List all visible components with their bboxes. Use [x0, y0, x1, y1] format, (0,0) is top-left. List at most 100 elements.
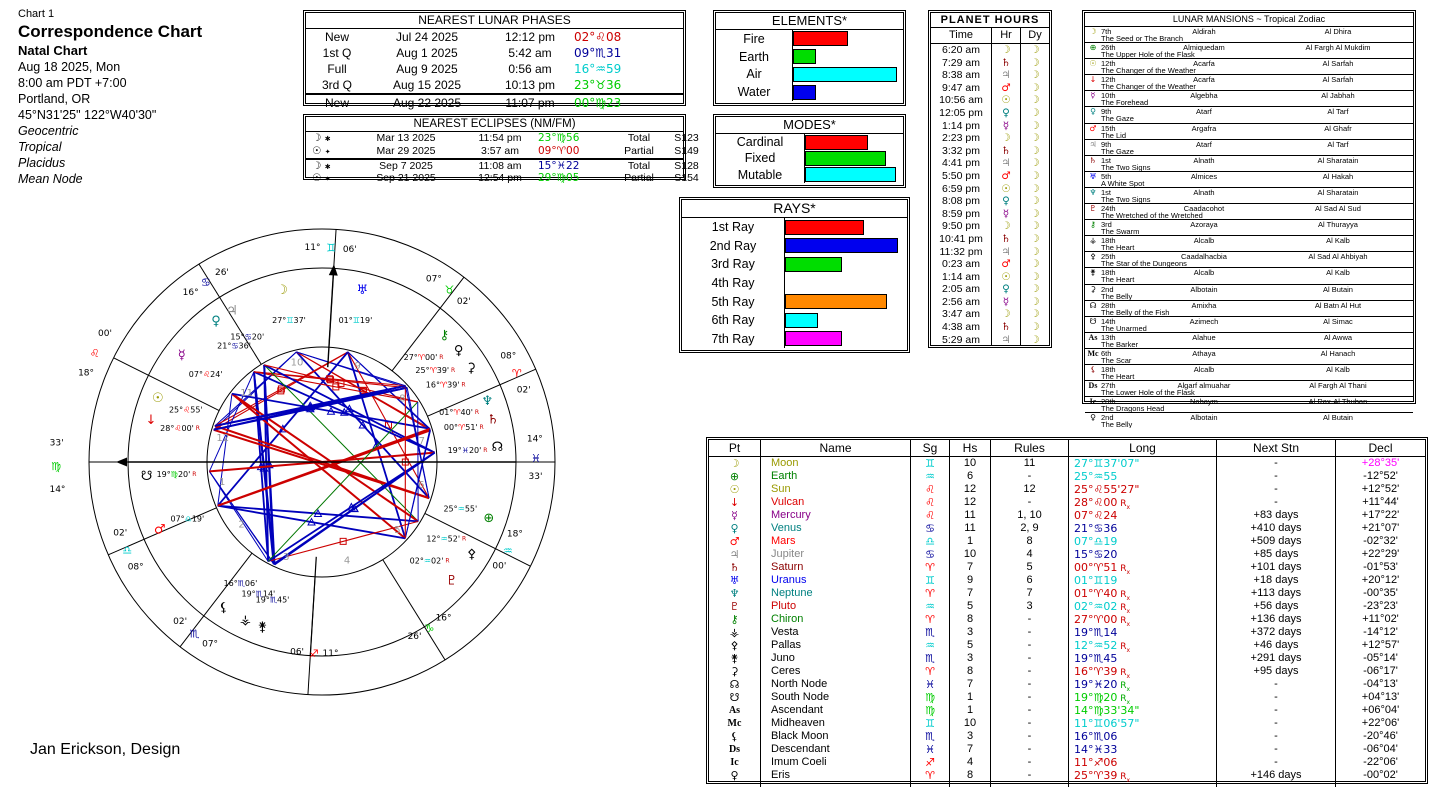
eclipse-position: 29°♍05: [538, 172, 580, 185]
rays-bar-row: 2nd Ray: [682, 236, 907, 256]
mansion-name: Argafra: [1191, 123, 1217, 133]
wheel-eris-label: 25°♈39' R: [415, 365, 455, 374]
mansion-planet-icon: ♅: [1089, 171, 1097, 181]
modes-bar-zone: [804, 134, 898, 151]
mansion-name: Alahue: [1192, 332, 1216, 342]
mansion-arabic-name: Al Tarf: [1327, 107, 1349, 117]
longitude: 02°♒02 Rx: [1069, 600, 1217, 618]
wheel-south-node-label: 19°♍20' R: [157, 470, 197, 479]
planet-icon: ⊕: [709, 470, 761, 483]
setting-zodiac-center: Geocentric: [18, 124, 79, 138]
mansion-arabic-name: Al Sarfah: [1322, 75, 1354, 85]
next-station: +146 days: [1217, 769, 1336, 787]
mansion-meaning: The Gaze: [1101, 146, 1134, 156]
planet-hour-row: 8:08 pm ♀ ☽: [931, 195, 1049, 208]
house-number: 9: [950, 574, 991, 587]
wheel-south-node-icon: ☋: [141, 469, 153, 484]
planet-table-header: Pt Name Sg Hs Rules Long Next Stn Decl: [709, 440, 1425, 457]
sign-icon: ♏: [911, 652, 950, 665]
mansion-meaning: The Two Signs: [1101, 194, 1151, 204]
planet-hours-rows: 6:20 am ☽ ☽ 7:29 am ♄ ☽ 8:38 am ♃ ☽ 9:47 am ♂ ☽ 10:5…: [931, 44, 1049, 347]
mansion-meaning: The Lid: [1101, 130, 1127, 140]
day-ruler-icon: ☽: [1020, 195, 1049, 208]
wheel-sun-label: 25°♌55': [169, 405, 203, 414]
hour-time: 1:14 am: [942, 270, 980, 283]
longitude: 01°♈40 Rx: [1069, 587, 1217, 605]
mansion-arabic-name: Al Rax-Al Thuban: [1308, 397, 1368, 407]
chart-type: Natal Chart: [18, 43, 88, 58]
day-ruler-icon: ☽: [1020, 245, 1049, 259]
mansion-name: Amixha: [1191, 300, 1217, 310]
eclipse-row: ☽ ✱ Sep 7 2025 11:08 am 15°♓22 Total S128: [306, 157, 699, 173]
longitude: 25°♒55: [1069, 470, 1217, 483]
trine-aspect-icon: [358, 420, 368, 429]
rays-bar-row: 1st Ray: [682, 218, 907, 237]
longitude: 21°♋36: [1069, 522, 1217, 535]
planet-hour-row: 3:32 pm ♄ ☽: [931, 144, 1049, 158]
planet-row-jupiter: ♃ Jupiter ♋ 10 4 15°♋20 +85 days +22°29': [709, 548, 1425, 561]
mansion-planet-icon: Mc: [1087, 348, 1099, 358]
wheel-neptune-label: 01°♈40' R: [439, 407, 479, 416]
hour-time: 8:38 am: [942, 69, 980, 82]
cusp-sign-icon: ♒: [503, 544, 513, 557]
lunar-phase-row: New Jul 24 2025 12:12 pm 02°♌08: [306, 29, 683, 45]
eclipse-type: Partial: [624, 144, 654, 157]
declination: +06°04': [1361, 704, 1400, 716]
declination: -23°23': [1363, 600, 1398, 612]
house-number: 5: [950, 639, 991, 657]
cusp-sign-icon: ♈: [512, 367, 522, 380]
hour-time: 5:29 am: [942, 333, 980, 346]
declination: -02°32': [1363, 535, 1398, 547]
declination: +17°22': [1361, 509, 1400, 521]
mansion-ordinal: 7th: [1101, 27, 1112, 36]
house-number: 10: [291, 358, 304, 369]
day-ruler-icon: ☽: [1020, 106, 1049, 120]
cusp-sign-icon: ♊: [326, 242, 336, 255]
cusp-minute: 33': [50, 438, 64, 448]
day-ruler-icon: ☽: [1020, 295, 1049, 309]
elements-bar-zone: [792, 47, 898, 66]
sign-icon: ♍: [911, 691, 950, 709]
rules-houses: 6: [991, 574, 1069, 587]
wheel-uranus-icon: ♅: [356, 283, 368, 298]
mansion-planet-icon: Ds: [1088, 381, 1098, 391]
lunar-mansion-row: ☽ 7th Aldirah Al Dhira The Seed or The Branc…: [1085, 27, 1413, 44]
hour-ruler-icon: ♄: [991, 144, 1020, 158]
phase-date: Aug 15 2025: [392, 78, 462, 92]
day-ruler-icon: ☽: [1020, 157, 1049, 170]
hour-time: 10:56 am: [939, 94, 983, 107]
wheel-north-node-label: 19°♓20' R: [448, 445, 488, 454]
phase-time: 0:56 am: [508, 62, 552, 76]
wheel-line: [309, 556, 317, 656]
elements-title: ELEMENTS*: [716, 13, 903, 30]
wheel-chiron-icon: ⚷: [440, 328, 450, 343]
lunar-mansion-row: ♅ 5th Almices Al Hakah A White Spot: [1085, 172, 1413, 188]
cusp-minute: 00': [98, 329, 112, 339]
day-ruler-icon: ☽: [1020, 132, 1049, 145]
lunar-mansions-rows: ☽ 7th Aldirah Al Dhira The Seed or The Branc…: [1085, 27, 1413, 428]
wheel-line: [382, 559, 446, 661]
sign-icon: ♏: [911, 730, 950, 743]
house-number: 5: [950, 600, 991, 618]
mansion-name: Atarf: [1196, 139, 1212, 149]
planet-hours-title: PLANET HOURS: [931, 13, 1049, 28]
aspect-line: [347, 351, 430, 499]
mansion-name: Almiquedam: [1183, 43, 1225, 53]
cusp-degree: 16°: [436, 613, 452, 623]
rules-houses: 5: [991, 561, 1069, 579]
cusp-sign-icon: ♓: [531, 452, 541, 465]
lunar-mansion-row: ☿ 10th Algebha Al Jabhah The Forehead: [1085, 91, 1413, 108]
planet-name: Juno: [761, 652, 911, 665]
cusp-degree: 08°: [500, 352, 516, 362]
trine-aspect-icon: [305, 403, 314, 412]
house-number: 7: [950, 743, 991, 756]
lunar-mansion-row: Ds 27th Algarf almuahar Al Fargh Al Thani Th…: [1085, 381, 1413, 398]
col-hs: Hs: [950, 440, 991, 456]
sign-icon: ♈: [911, 587, 950, 605]
cusp-degree: 07°: [426, 275, 442, 285]
cusp-sign-icon: ♐: [309, 647, 319, 660]
col-sg: Sg: [911, 440, 950, 456]
aspect-line: [213, 384, 406, 431]
longitude: 19°♏14: [1069, 626, 1217, 639]
chart-place: Portland, OR: [18, 92, 91, 106]
